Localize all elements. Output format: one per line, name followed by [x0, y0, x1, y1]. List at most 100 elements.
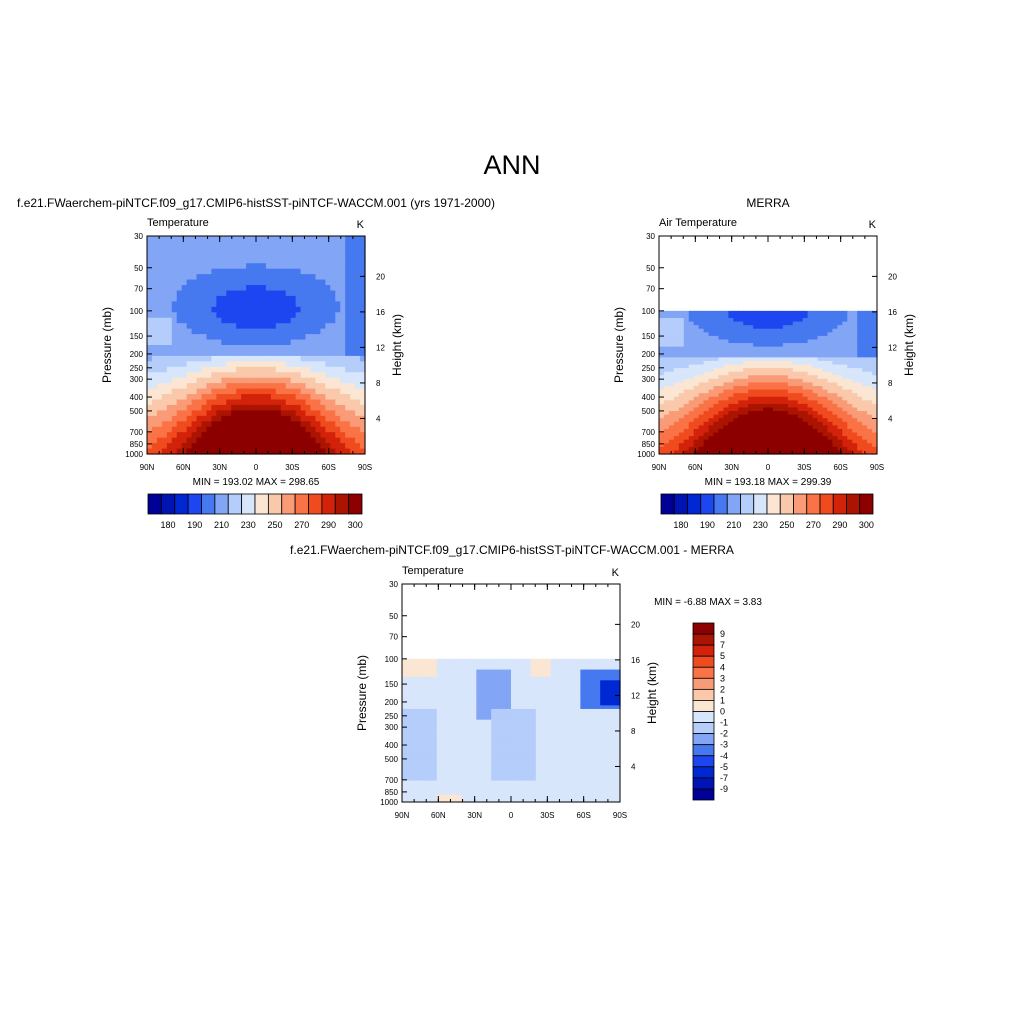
- obs-cell: [728, 443, 734, 448]
- diff-cell: [565, 669, 572, 674]
- diff-cell: [570, 658, 576, 664]
- model-cell: [310, 443, 317, 450]
- model-cell: [280, 443, 287, 450]
- diff-cell: [476, 719, 482, 724]
- diff-cell: [520, 698, 527, 703]
- obs-cell: [688, 321, 695, 326]
- obs-cell: [797, 375, 804, 380]
- obs-cell: [792, 403, 799, 409]
- model-cell: [151, 394, 158, 401]
- obs-cell: [748, 389, 754, 394]
- model-cell: [166, 432, 173, 439]
- obs-cell: [723, 314, 729, 319]
- obs-cell: [852, 396, 858, 401]
- obs-cell: [758, 436, 764, 441]
- diff-cell: [535, 723, 542, 728]
- diff-cell: [575, 719, 581, 724]
- diff-cell: [451, 751, 458, 757]
- obs-cell: [822, 360, 829, 366]
- diff-cell: [555, 748, 562, 753]
- diff-cell: [481, 662, 487, 667]
- diff-cell: [595, 741, 601, 746]
- obs-cell: [787, 328, 794, 333]
- obs-cell: [797, 368, 804, 373]
- obs-cell: [827, 328, 833, 333]
- diff-cell: [481, 673, 487, 678]
- obs-cell: [787, 332, 794, 337]
- obs-cell: [703, 360, 710, 366]
- model-cell: [256, 252, 262, 259]
- diff-cell: [471, 680, 477, 685]
- obs-cell: [782, 389, 789, 394]
- obs-cell: [708, 414, 715, 419]
- model-cell: [206, 252, 212, 259]
- model-cell: [280, 377, 287, 384]
- obs-cell: [852, 318, 858, 323]
- obs-cell: [688, 393, 695, 398]
- obs-cell: [837, 443, 843, 448]
- obs-cell: [827, 350, 833, 355]
- obs-cell: [782, 318, 789, 323]
- diff-cell: [416, 687, 423, 692]
- obs-cell: [872, 389, 878, 394]
- obs-cell: [723, 364, 729, 369]
- model-cell: [340, 383, 346, 390]
- obs-cell: [837, 350, 843, 355]
- model-cell: [171, 372, 178, 379]
- obs-cell: [718, 346, 724, 351]
- model-cell: [325, 437, 331, 444]
- diff-cell: [406, 701, 413, 706]
- model-cell: [285, 345, 292, 352]
- diff-cell: [491, 673, 497, 678]
- diff-cell: [610, 676, 616, 681]
- obs-cell: [673, 343, 680, 348]
- diff-cell: [441, 701, 448, 706]
- model-cell: [360, 306, 366, 313]
- model-cell: [241, 301, 247, 308]
- model-cell: [265, 448, 272, 455]
- diff-cell: [560, 701, 567, 706]
- obs-cell: [753, 411, 759, 416]
- model-pressure-tick-label: 1000: [125, 450, 143, 459]
- model-cell: [206, 421, 212, 428]
- model-cell: [310, 404, 317, 411]
- obs-cell: [683, 425, 690, 430]
- obs-cell: [748, 393, 754, 398]
- diff-cell: [402, 691, 408, 696]
- model-cell: [295, 339, 302, 346]
- model-cell: [241, 443, 247, 450]
- model-cell: [151, 388, 158, 395]
- diff-cell: [486, 694, 492, 699]
- obs-cell: [847, 432, 853, 437]
- diff-cell: [431, 698, 438, 703]
- diff-cell: [431, 712, 438, 717]
- model-cell: [186, 241, 193, 248]
- diff-cell: [461, 748, 467, 753]
- diff-cell: [421, 723, 428, 728]
- obs-cell: [698, 310, 705, 316]
- diff-cell: [431, 744, 438, 749]
- model-cell: [355, 383, 361, 390]
- diff-cell: [436, 701, 443, 706]
- model-cell: [330, 448, 336, 455]
- model-cell: [320, 410, 326, 417]
- obs-cell: [827, 318, 833, 323]
- model-cell: [246, 432, 252, 439]
- diff-cell: [560, 691, 567, 696]
- model-cell: [211, 246, 217, 253]
- obs-cell: [802, 350, 809, 355]
- model-cell: [315, 432, 321, 439]
- diff-cell: [446, 741, 453, 746]
- obs-cell: [738, 332, 744, 337]
- obs-cell: [802, 432, 809, 437]
- obs-cell: [802, 396, 809, 401]
- model-cell: [156, 317, 163, 324]
- diff-cell: [402, 701, 408, 706]
- model-cell: [161, 448, 168, 455]
- model-cell: [305, 394, 312, 401]
- obs-cell: [748, 446, 754, 452]
- diff-cell: [416, 698, 423, 703]
- model-cell: [270, 377, 277, 384]
- diff-cell: [416, 751, 423, 757]
- obs-cell: [728, 350, 734, 355]
